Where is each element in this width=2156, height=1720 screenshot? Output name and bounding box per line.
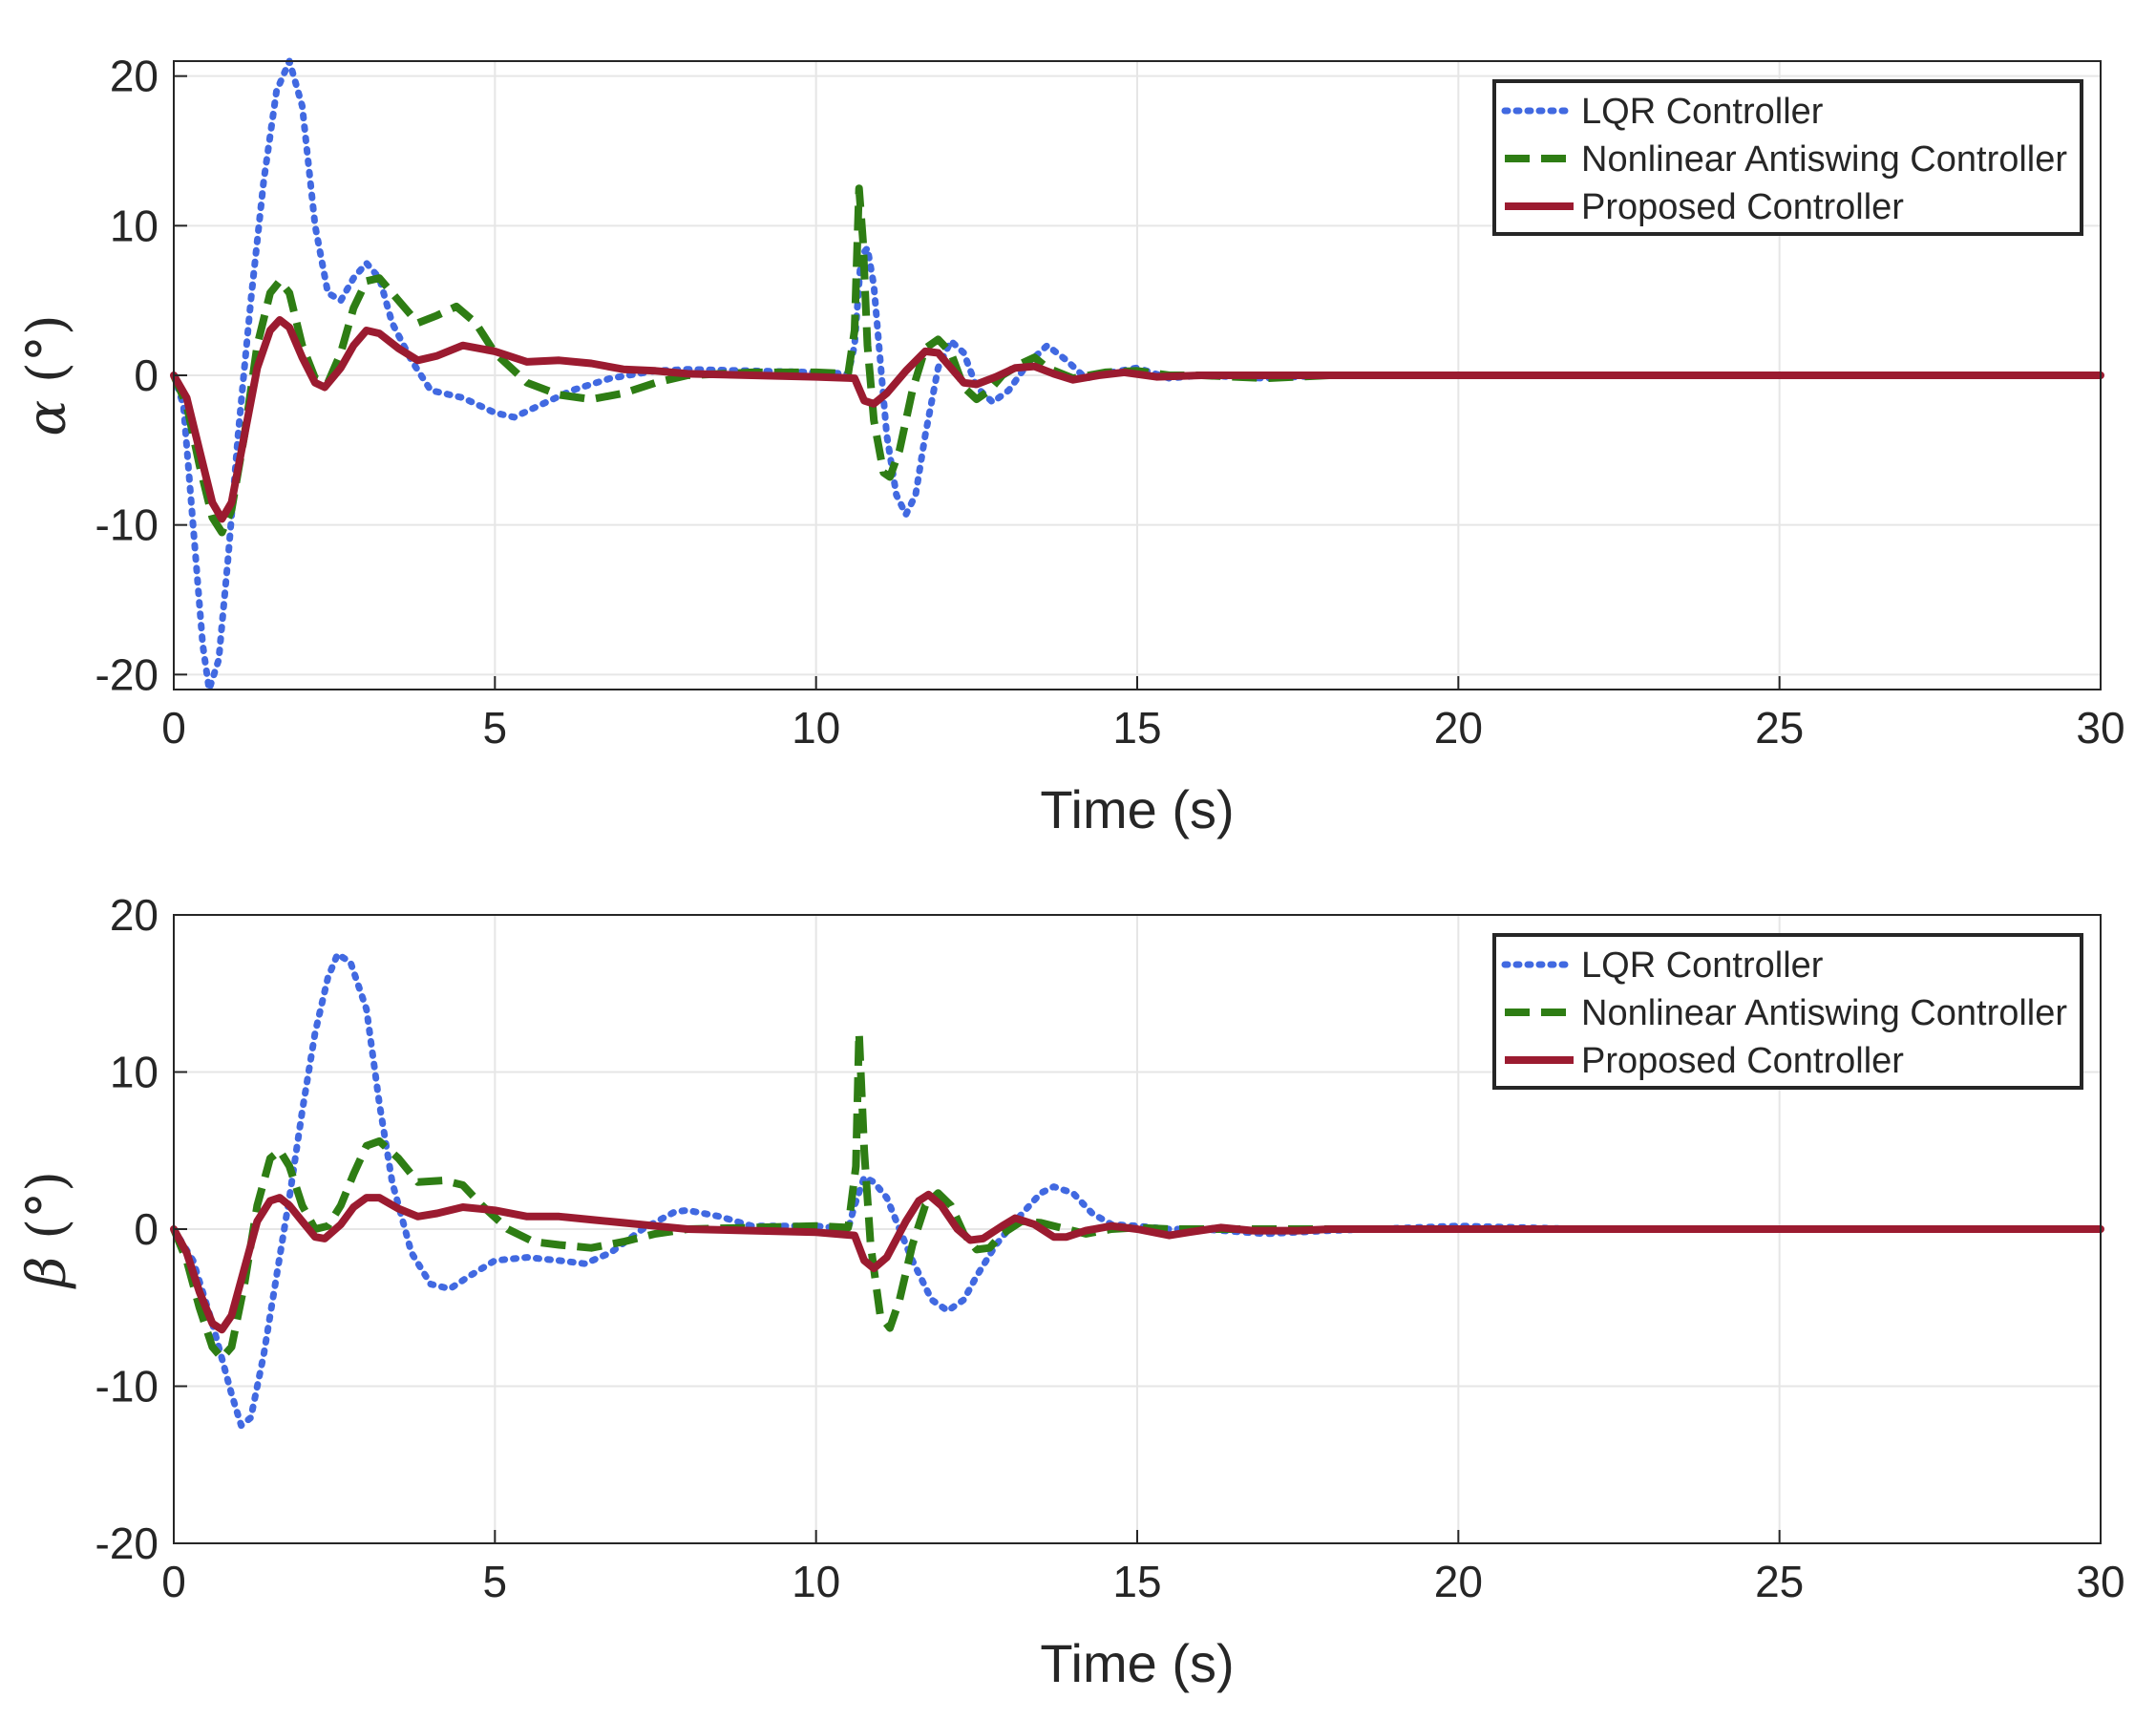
beta-legend: LQR Controller Nonlinear Antiswing Contr…: [1492, 933, 2083, 1090]
beta-y-axis-unit: (°): [16, 1171, 78, 1257]
beta-x-tick-label: 15: [1112, 1557, 1161, 1606]
alpha-legend-label-nonlinear: Nonlinear Antiswing Controller: [1581, 139, 2067, 180]
alpha-x-tick-label: 0: [161, 703, 186, 753]
alpha-y-axis-unit: (°): [16, 314, 78, 400]
alpha-y-tick-label: -10: [95, 500, 159, 550]
beta-x-tick-label: 30: [2076, 1557, 2124, 1606]
alpha-y-tick-label: 0: [134, 350, 159, 400]
alpha-y-ticks: -20 -10 0 10 20: [95, 52, 187, 699]
beta-y-tick-label: -20: [95, 1518, 159, 1568]
alpha-x-tick-label: 5: [483, 703, 508, 753]
alpha-legend-label-lqr: LQR Controller: [1581, 92, 1824, 132]
beta-legend-label-nonlinear: Nonlinear Antiswing Controller: [1581, 993, 2067, 1033]
beta-x-tick-label: 20: [1434, 1557, 1483, 1606]
beta-series-layer: [170, 950, 2104, 1430]
beta-x-tick-label: 5: [483, 1557, 508, 1606]
alpha-legend: LQR Controller Nonlinear Antiswing Contr…: [1492, 79, 2083, 236]
beta-series-lqr-controller: [170, 950, 2104, 1430]
beta-y-tick-label: 0: [134, 1204, 159, 1254]
alpha-series-proposed-controller: [170, 316, 2104, 523]
beta-x-axis-label: Time (s): [1040, 1633, 1234, 1693]
alpha-x-tick-label: 25: [1755, 703, 1804, 753]
beta-y-tick-label: 10: [110, 1048, 159, 1097]
beta-x-tick-label: 0: [161, 1557, 186, 1606]
beta-y-ticks: -20 -10 0 10 20: [95, 890, 187, 1568]
alpha-y-axis-symbol: α: [16, 400, 78, 436]
alpha-x-ticks: 0 5 10 15 20 25 30: [161, 676, 2125, 753]
beta-y-tick-label: -10: [95, 1362, 159, 1412]
alpha-x-axis-label: Time (s): [1040, 779, 1234, 839]
beta-series-proposed-controller: [170, 1190, 2104, 1334]
alpha-series-layer: [170, 57, 2104, 693]
beta-series-nonlinear-antiswing-controller: [170, 1029, 2101, 1362]
beta-x-ticks: 0 5 10 15 20 25 30: [161, 1530, 2125, 1606]
alpha-x-tick-label: 15: [1112, 703, 1161, 753]
beta-y-axis-symbol: β: [16, 1257, 78, 1289]
beta-y-axis-label: β (°): [16, 1171, 78, 1289]
alpha-x-tick-label: 20: [1434, 703, 1483, 753]
beta-legend-box: [1492, 933, 2083, 1090]
alpha-x-tick-label: 30: [2076, 703, 2124, 753]
alpha-legend-label-proposed: Proposed Controller: [1581, 187, 1904, 227]
beta-x-tick-label: 25: [1755, 1557, 1804, 1606]
alpha-legend-box: [1492, 79, 2083, 236]
beta-y-tick-label: 20: [110, 890, 159, 940]
beta-x-tick-label: 10: [792, 1557, 840, 1606]
beta-legend-label-lqr: LQR Controller: [1581, 945, 1824, 986]
alpha-y-tick-label: 20: [110, 52, 159, 101]
alpha-y-tick-label: 10: [110, 201, 159, 250]
beta-legend-label-proposed: Proposed Controller: [1581, 1041, 1904, 1081]
alpha-x-tick-label: 10: [792, 703, 840, 753]
alpha-y-axis-label: α (°): [16, 314, 78, 435]
alpha-y-tick-label: -20: [95, 649, 159, 699]
